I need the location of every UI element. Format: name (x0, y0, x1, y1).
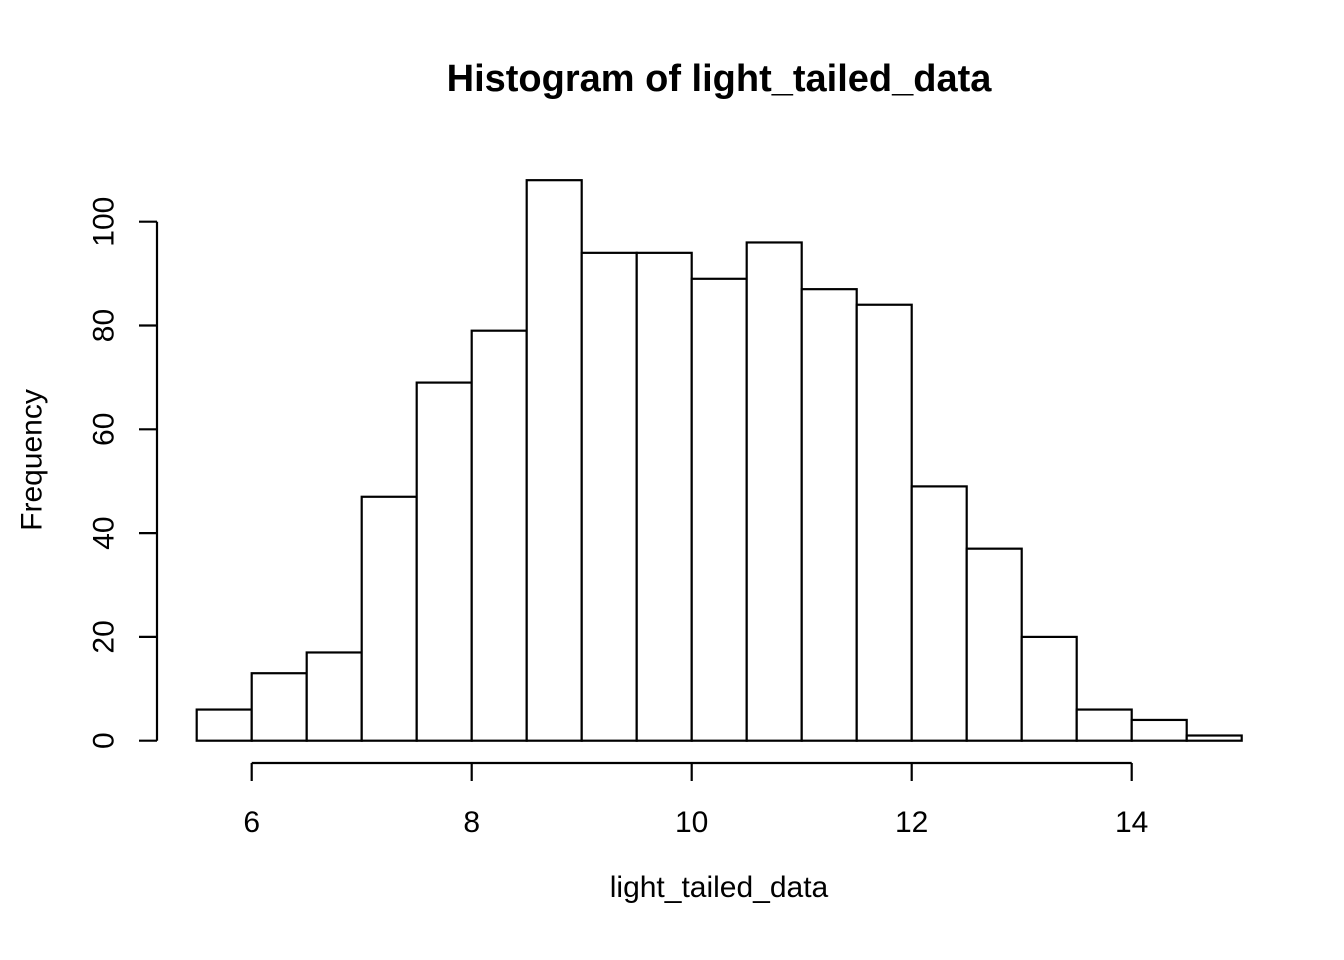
histogram-bar (1020, 635, 1078, 742)
histogram-bar (195, 708, 253, 742)
x-tick-label: 10 (675, 806, 708, 839)
histogram-bar (800, 288, 858, 742)
histogram-bar (580, 251, 638, 742)
histogram-bar (305, 651, 363, 742)
x-tick-label: 6 (243, 806, 260, 839)
histogram-bar (910, 485, 968, 742)
histogram-bar (1185, 734, 1243, 742)
histogram-bar (250, 672, 308, 742)
chart-title: Histogram of light_tailed_data (447, 58, 993, 100)
histogram-bar (745, 241, 803, 742)
axes: 0 20 40 60 80 100 6 8 10 12 14 (88, 197, 1149, 839)
y-tick-label: 60 (88, 413, 121, 446)
histogram-bar (1130, 718, 1188, 742)
histogram-bar (965, 547, 1023, 742)
histogram-bar (470, 329, 528, 742)
histogram-bar (855, 303, 913, 742)
x-tick-label: 8 (463, 806, 480, 839)
x-tick-label: 12 (895, 806, 928, 839)
y-tick-label: 40 (88, 516, 121, 549)
y-tick-label: 20 (88, 620, 121, 653)
y-axis-label: Frequency (16, 389, 49, 531)
histogram-bar (635, 251, 693, 742)
histogram-bars (195, 179, 1243, 742)
y-tick-label: 80 (88, 309, 121, 342)
histogram-bar (525, 179, 583, 742)
histogram-bar (360, 495, 418, 742)
histogram-bar (1075, 708, 1133, 742)
histogram-bar (690, 277, 748, 742)
histogram-bar (415, 381, 473, 742)
y-tick-label: 0 (88, 732, 121, 749)
x-tick-label: 14 (1115, 806, 1148, 839)
x-axis-label: light_tailed_data (610, 871, 829, 904)
y-tick-label: 100 (88, 197, 121, 247)
